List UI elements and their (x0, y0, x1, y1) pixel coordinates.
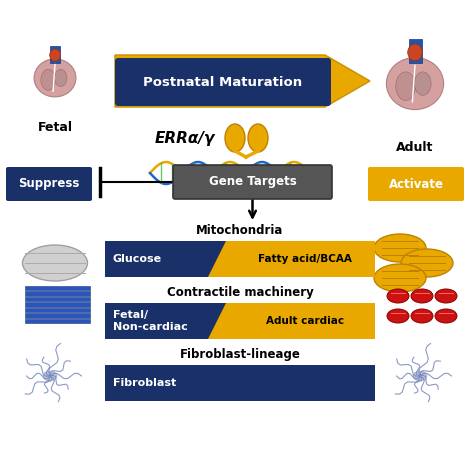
Ellipse shape (414, 72, 431, 95)
Ellipse shape (34, 59, 76, 97)
Ellipse shape (386, 57, 444, 110)
Bar (105, 303, 375, 339)
Ellipse shape (55, 69, 67, 87)
FancyBboxPatch shape (368, 167, 464, 201)
Ellipse shape (408, 44, 422, 61)
Ellipse shape (50, 49, 60, 61)
Text: Fibroblast-lineage: Fibroblast-lineage (180, 348, 301, 361)
Polygon shape (208, 303, 375, 339)
Polygon shape (208, 241, 375, 277)
Ellipse shape (396, 72, 416, 100)
FancyBboxPatch shape (173, 165, 332, 199)
Ellipse shape (374, 264, 426, 292)
Ellipse shape (22, 245, 88, 281)
Bar (25, 308, 90, 312)
Text: Fibroblast: Fibroblast (113, 378, 176, 388)
Ellipse shape (411, 309, 433, 323)
Bar (25, 318, 90, 323)
Text: Glucose: Glucose (113, 254, 162, 264)
Text: Fatty acid/BCAA: Fatty acid/BCAA (258, 254, 352, 264)
Bar (25, 285, 90, 290)
Text: Postnatal Maturation: Postnatal Maturation (144, 75, 302, 89)
Ellipse shape (387, 309, 409, 323)
Bar (25, 313, 90, 317)
Text: Activate: Activate (389, 178, 444, 190)
Ellipse shape (387, 289, 409, 303)
Text: Adult: Adult (396, 141, 434, 154)
Ellipse shape (401, 249, 453, 277)
Bar (25, 297, 90, 301)
Ellipse shape (374, 234, 426, 262)
Text: Mitochondria: Mitochondria (196, 224, 283, 237)
FancyBboxPatch shape (115, 58, 331, 106)
Text: Gene Targets: Gene Targets (209, 176, 296, 188)
Ellipse shape (435, 289, 457, 303)
Bar (25, 302, 90, 307)
Ellipse shape (413, 371, 427, 381)
Bar (409, 40, 422, 63)
Text: Fetal/
Non-cardiac: Fetal/ Non-cardiac (113, 310, 188, 332)
Ellipse shape (435, 309, 457, 323)
FancyBboxPatch shape (6, 167, 92, 201)
Ellipse shape (41, 69, 55, 90)
Bar (105, 365, 375, 401)
Text: Fetal: Fetal (37, 121, 73, 134)
Text: Adult cardiac: Adult cardiac (266, 316, 345, 326)
Text: Contractile machinery: Contractile machinery (167, 286, 313, 299)
FancyArrow shape (115, 55, 370, 107)
Text: ERRα/γ: ERRα/γ (155, 131, 215, 146)
Text: Suppress: Suppress (18, 178, 80, 190)
Bar (25, 291, 90, 295)
Bar (50, 46, 60, 63)
Ellipse shape (225, 124, 245, 152)
Ellipse shape (43, 371, 57, 381)
Ellipse shape (248, 124, 268, 152)
Bar (105, 241, 375, 277)
Ellipse shape (411, 289, 433, 303)
